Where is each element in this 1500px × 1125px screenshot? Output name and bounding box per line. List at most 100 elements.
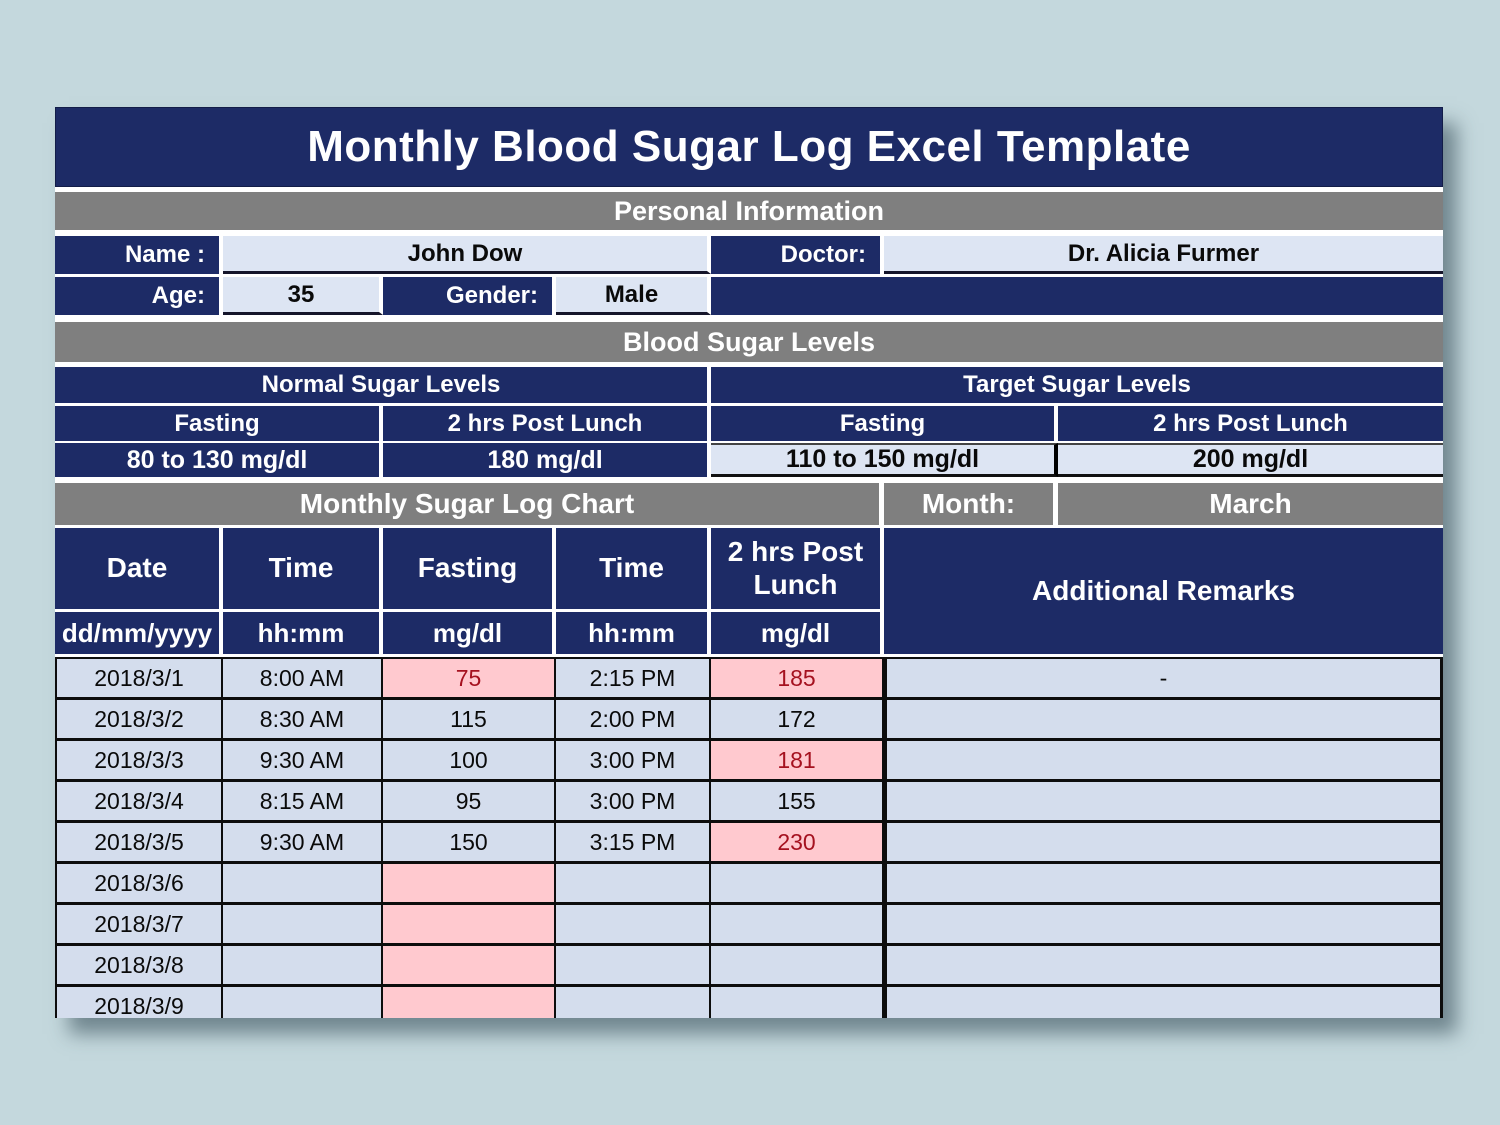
post-lunch-column-header: 2 hrs Post Lunch bbox=[711, 528, 880, 609]
post-lunch-cell[interactable]: 172 bbox=[711, 700, 884, 738]
remarks-cell[interactable] bbox=[884, 700, 1443, 738]
time2-cell[interactable]: 2:15 PM bbox=[556, 659, 711, 697]
fasting-cell[interactable]: 150 bbox=[383, 823, 556, 861]
target-fasting-header: Fasting bbox=[711, 406, 1058, 441]
target-sugar-levels-header: Target Sugar Levels bbox=[711, 367, 1443, 403]
age-field[interactable]: 35 bbox=[223, 277, 383, 315]
fasting-cell[interactable]: 95 bbox=[383, 782, 556, 820]
target-post-lunch-header: 2 hrs Post Lunch bbox=[1058, 406, 1443, 441]
date-cell[interactable]: 2018/3/3 bbox=[55, 741, 223, 779]
personal-info-filler bbox=[711, 277, 1443, 315]
col-date: Date dd/mm/yyyy bbox=[55, 528, 223, 654]
time2-cell[interactable] bbox=[556, 905, 711, 943]
gender-field[interactable]: Male bbox=[556, 277, 711, 315]
time2-cell[interactable] bbox=[556, 864, 711, 902]
blood-sugar-log-sheet: Monthly Blood Sugar Log Excel Template P… bbox=[55, 107, 1443, 1018]
normal-post-lunch-header: 2 hrs Post Lunch bbox=[383, 406, 711, 441]
time2-cell[interactable] bbox=[556, 987, 711, 1018]
fasting-cell[interactable] bbox=[383, 905, 556, 943]
time1-cell[interactable]: 9:30 AM bbox=[223, 741, 383, 779]
section-header-blood-sugar-levels: Blood Sugar Levels bbox=[55, 322, 1443, 362]
date-cell[interactable]: 2018/3/2 bbox=[55, 700, 223, 738]
time2-cell[interactable] bbox=[556, 946, 711, 984]
table-row: 2018/3/9 bbox=[55, 987, 1443, 1018]
month-field[interactable]: March bbox=[1058, 483, 1443, 525]
remarks-cell[interactable] bbox=[884, 905, 1443, 943]
col-time2: Time hh:mm bbox=[556, 528, 711, 654]
time1-cell[interactable] bbox=[223, 987, 383, 1018]
normal-fasting-value: 80 to 130 mg/dl bbox=[55, 443, 383, 477]
date-cell[interactable]: 2018/3/5 bbox=[55, 823, 223, 861]
log-chart-bar: Monthly Sugar Log Chart Month: March bbox=[55, 483, 1443, 525]
time1-cell[interactable]: 8:30 AM bbox=[223, 700, 383, 738]
post-lunch-cell[interactable]: 230 bbox=[711, 823, 884, 861]
table-row: 2018/3/7 bbox=[55, 905, 1443, 946]
target-post-lunch-value[interactable]: 200 mg/dl bbox=[1058, 443, 1443, 477]
name-field[interactable]: John Dow bbox=[223, 236, 711, 274]
time1-cell[interactable] bbox=[223, 905, 383, 943]
table-row: 2018/3/6 bbox=[55, 864, 1443, 905]
post-lunch-cell[interactable] bbox=[711, 987, 884, 1018]
post-lunch-cell[interactable] bbox=[711, 905, 884, 943]
fasting-cell[interactable]: 75 bbox=[383, 659, 556, 697]
post-lunch-cell[interactable] bbox=[711, 864, 884, 902]
table-row: 2018/3/5 9:30 AM 150 3:15 PM 230 bbox=[55, 823, 1443, 864]
fasting-cell[interactable]: 115 bbox=[383, 700, 556, 738]
date-cell[interactable]: 2018/3/9 bbox=[55, 987, 223, 1018]
target-fasting-value[interactable]: 110 to 150 mg/dl bbox=[711, 443, 1058, 477]
table-row: 2018/3/3 9:30 AM 100 3:00 PM 181 bbox=[55, 741, 1443, 782]
date-cell[interactable]: 2018/3/6 bbox=[55, 864, 223, 902]
doctor-label: Doctor: bbox=[711, 236, 884, 274]
month-label: Month: bbox=[884, 483, 1058, 525]
post-lunch-cell[interactable] bbox=[711, 946, 884, 984]
table-row: 2018/3/8 bbox=[55, 946, 1443, 987]
time2-cell[interactable]: 2:00 PM bbox=[556, 700, 711, 738]
time2-cell[interactable]: 3:00 PM bbox=[556, 782, 711, 820]
table-row: 2018/3/2 8:30 AM 115 2:00 PM 172 bbox=[55, 700, 1443, 741]
normal-sugar-levels-header: Normal Sugar Levels bbox=[55, 367, 711, 403]
remarks-cell[interactable]: - bbox=[884, 659, 1443, 697]
remarks-cell[interactable] bbox=[884, 987, 1443, 1018]
section-header-personal-information: Personal Information bbox=[55, 192, 1443, 230]
sugar-levels-group-header: Normal Sugar Levels Target Sugar Levels bbox=[55, 367, 1443, 403]
normal-post-lunch-value: 180 mg/dl bbox=[383, 443, 711, 477]
date-cell[interactable]: 2018/3/1 bbox=[55, 659, 223, 697]
post-lunch-cell[interactable]: 185 bbox=[711, 659, 884, 697]
time2-cell[interactable]: 3:15 PM bbox=[556, 823, 711, 861]
fasting-cell[interactable] bbox=[383, 946, 556, 984]
time1-cell[interactable]: 9:30 AM bbox=[223, 823, 383, 861]
remarks-cell[interactable] bbox=[884, 864, 1443, 902]
time1-cell[interactable] bbox=[223, 864, 383, 902]
fasting-cell[interactable] bbox=[383, 987, 556, 1018]
post-lunch-cell[interactable]: 181 bbox=[711, 741, 884, 779]
fasting-unit-header: mg/dl bbox=[383, 612, 552, 654]
fasting-cell[interactable] bbox=[383, 864, 556, 902]
personal-info-row-1: Name : John Dow Doctor: Dr. Alicia Furme… bbox=[55, 236, 1443, 274]
time1-column-header: Time bbox=[223, 528, 379, 609]
table-row: 2018/3/4 8:15 AM 95 3:00 PM 155 bbox=[55, 782, 1443, 823]
date-cell[interactable]: 2018/3/8 bbox=[55, 946, 223, 984]
post-lunch-cell[interactable]: 155 bbox=[711, 782, 884, 820]
time2-column-header: Time bbox=[556, 528, 707, 609]
time1-cell[interactable]: 8:15 AM bbox=[223, 782, 383, 820]
date-cell[interactable]: 2018/3/4 bbox=[55, 782, 223, 820]
remarks-cell[interactable] bbox=[884, 741, 1443, 779]
log-table-body: 2018/3/1 8:00 AM 75 2:15 PM 185 - 2018/3… bbox=[55, 657, 1443, 1018]
time1-cell[interactable] bbox=[223, 946, 383, 984]
remarks-cell[interactable] bbox=[884, 946, 1443, 984]
time2-cell[interactable]: 3:00 PM bbox=[556, 741, 711, 779]
date-cell[interactable]: 2018/3/7 bbox=[55, 905, 223, 943]
remarks-cell[interactable] bbox=[884, 823, 1443, 861]
table-row: 2018/3/1 8:00 AM 75 2:15 PM 185 - bbox=[55, 659, 1443, 700]
remarks-cell[interactable] bbox=[884, 782, 1443, 820]
normal-fasting-header: Fasting bbox=[55, 406, 383, 441]
col-time1: Time hh:mm bbox=[223, 528, 383, 654]
time1-cell[interactable]: 8:00 AM bbox=[223, 659, 383, 697]
sugar-levels-column-header: Fasting 2 hrs Post Lunch Fasting 2 hrs P… bbox=[55, 406, 1443, 441]
fasting-column-header: Fasting bbox=[383, 528, 552, 609]
personal-info-row-2: Age: 35 Gender: Male bbox=[55, 277, 1443, 315]
col-fasting: Fasting mg/dl bbox=[383, 528, 556, 654]
remarks-column-header: Additional Remarks bbox=[884, 528, 1443, 654]
doctor-field[interactable]: Dr. Alicia Furmer bbox=[884, 236, 1443, 274]
fasting-cell[interactable]: 100 bbox=[383, 741, 556, 779]
